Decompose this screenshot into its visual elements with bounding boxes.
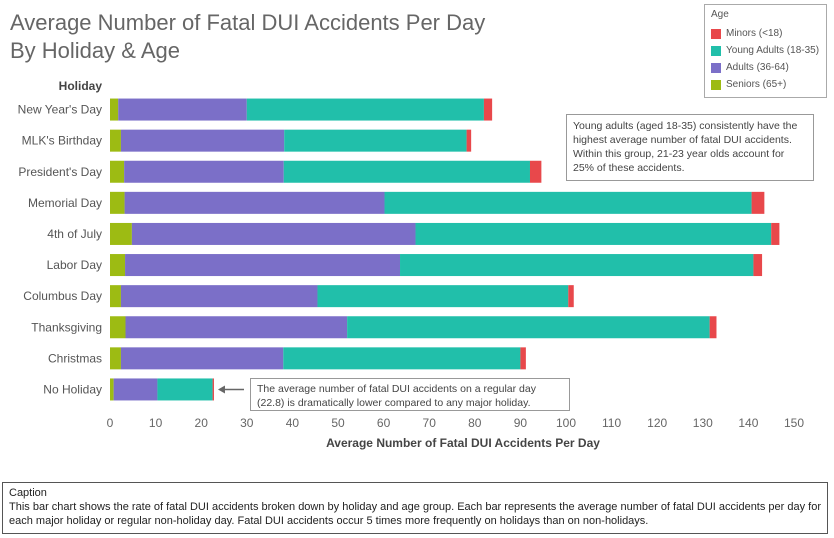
category-label: MLK's Birthday	[22, 134, 102, 148]
legend-title: Age	[711, 9, 729, 20]
x-tick-label: 120	[647, 416, 667, 430]
category-label: Columbus Day	[23, 289, 102, 303]
legend-label-adults: Adults (36-64)	[726, 62, 789, 73]
legend-label-seniors: Seniors (65+)	[726, 79, 787, 90]
category-label: Christmas	[48, 351, 102, 365]
bar-segment	[568, 285, 574, 308]
legend-item-young-adults[interactable]: Young Adults (18-35)	[711, 44, 819, 57]
chart-title-line1: Average Number of Fatal DUI Accidents Pe…	[10, 10, 486, 35]
x-tick-label: 30	[240, 416, 254, 430]
bar-segment	[110, 316, 126, 339]
bar-segment	[157, 378, 213, 401]
bar-segment	[347, 316, 710, 339]
stacked-bar-chart: Holiday New Year's Day MLK's Birthday Presi…	[18, 79, 805, 450]
legend-label-minors: Minors (<18)	[726, 28, 783, 39]
x-tick-label: 70	[423, 416, 437, 430]
legend-label-young-adults: Young Adults (18-35)	[726, 45, 820, 56]
bar-segment	[246, 98, 484, 121]
bar-segment	[529, 160, 542, 183]
x-tick-label: 130	[693, 416, 713, 430]
bar-segment	[125, 254, 401, 277]
bar-segment	[466, 129, 472, 152]
bar-segment	[124, 191, 385, 214]
x-tick-label: 110	[602, 416, 621, 430]
category-label: New Year's Day	[18, 103, 102, 117]
bar-segment	[131, 222, 416, 245]
caption-heading: Caption	[9, 487, 47, 499]
bar-segment	[753, 254, 763, 277]
bar-segment	[110, 378, 114, 401]
bar-segment	[751, 191, 765, 214]
category-label: No Holiday	[43, 382, 102, 396]
bar-segment	[118, 98, 247, 121]
bar-segment	[771, 222, 780, 245]
x-tick-label: 150	[784, 416, 804, 430]
legend-item-adults[interactable]: Adults (36-64)	[711, 61, 789, 74]
x-tick-label: 140	[738, 416, 758, 430]
x-tick-label: 50	[331, 416, 345, 430]
bar-segment	[212, 378, 214, 401]
category-label: Labor Day	[47, 258, 102, 272]
x-tick-label: 10	[149, 416, 163, 430]
caption-text: This bar chart shows the rate of fatal D…	[9, 501, 822, 527]
x-tick-label: 60	[377, 416, 391, 430]
x-tick-label: 0	[107, 416, 114, 430]
bar-segment	[110, 191, 125, 214]
bar-segment	[483, 98, 493, 121]
bar-segment	[283, 347, 521, 370]
bar-segment	[110, 160, 125, 183]
caption-box: Caption This bar chart shows the rate of…	[2, 482, 828, 534]
x-tick-label: 40	[286, 416, 300, 430]
chart-title-line2: By Holiday & Age	[10, 38, 180, 63]
bar-segment	[120, 347, 284, 370]
category-label: 4th of July	[47, 227, 102, 241]
legend-swatch-seniors	[711, 79, 721, 90]
annotation-young-adults: Young adults (aged 18-35) consistently h…	[566, 114, 814, 181]
legend-item-seniors[interactable]: Seniors (65+)	[711, 78, 786, 91]
legend-item-minors[interactable]: Minors (<18)	[711, 27, 782, 40]
bar-segment	[110, 285, 121, 308]
bar-segment	[317, 285, 569, 308]
x-tick-label: 100	[556, 416, 576, 430]
annotation-no-holiday: The average number of fatal DUI accident…	[250, 378, 570, 411]
legend-swatch-adults	[711, 62, 721, 73]
x-tick-label: 80	[468, 416, 482, 430]
bar-segment	[110, 129, 121, 152]
y-axis-title: Holiday	[59, 79, 103, 93]
legend-swatch-young-adults	[711, 45, 721, 56]
bar-segment	[384, 191, 752, 214]
bar-segment	[284, 129, 467, 152]
x-axis-title: Average Number of Fatal DUI Accidents Pe…	[326, 436, 600, 450]
bar-segment	[110, 347, 121, 370]
bar-segment	[120, 285, 318, 308]
bar-segment	[120, 129, 285, 152]
x-tick-label: 90	[514, 416, 528, 430]
bar-segment	[709, 316, 717, 339]
bar-segment	[113, 378, 158, 401]
bar-segment	[520, 347, 526, 370]
category-label: Memorial Day	[28, 196, 102, 210]
legend: Age Minors (<18) Young Adults (18-35) Ad…	[704, 4, 827, 98]
bar-segment	[415, 222, 772, 245]
x-tick-label: 20	[195, 416, 209, 430]
bar-segment	[110, 254, 126, 277]
bar-segment	[110, 98, 119, 121]
bar-segment	[110, 222, 132, 245]
bar-segment	[283, 160, 530, 183]
bar-segment	[400, 254, 754, 277]
bar-segment	[125, 316, 348, 339]
legend-swatch-minors	[711, 28, 721, 39]
bar-segment	[124, 160, 284, 183]
annotation-arrow-head	[217, 385, 225, 394]
category-label: President's Day	[18, 165, 102, 179]
category-label: Thanksgiving	[31, 320, 102, 334]
